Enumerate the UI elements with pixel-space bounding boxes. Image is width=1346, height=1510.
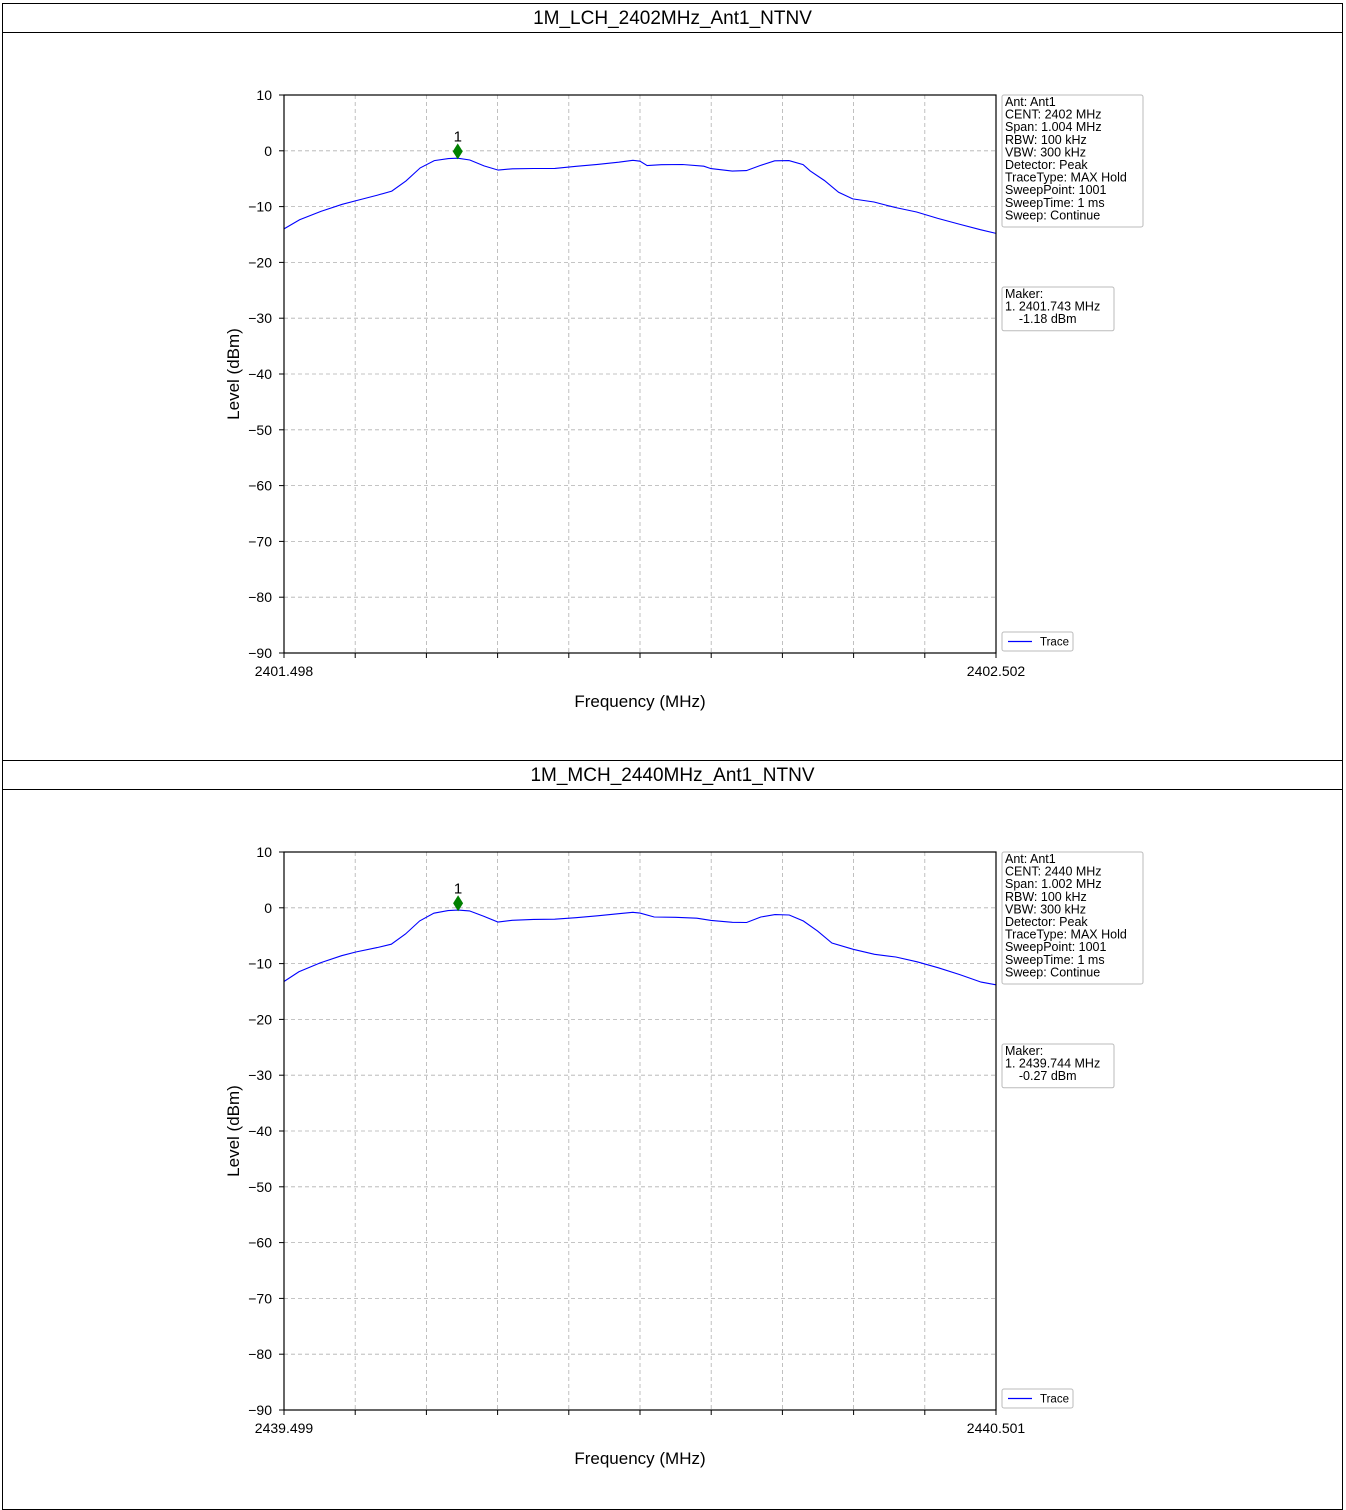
info-box-line: Span: 1.004 MHz bbox=[1005, 120, 1102, 134]
chart-title: 1M_MCH_2440MHz_Ant1_NTNV bbox=[3, 761, 1342, 790]
y-tick-label: 10 bbox=[256, 87, 272, 103]
y-tick-label: −30 bbox=[248, 1067, 272, 1083]
y-tick-label: −90 bbox=[248, 645, 272, 661]
info-box bbox=[1001, 851, 1144, 985]
y-tick-label: −20 bbox=[248, 254, 272, 270]
info-box-line: SweepPoint: 1001 bbox=[1005, 183, 1107, 197]
legend-label: Trace bbox=[1040, 637, 1069, 649]
marker-diamond bbox=[453, 895, 464, 912]
y-tick-label: −80 bbox=[248, 589, 272, 605]
info-box-line: RBW: 100 kHz bbox=[1005, 133, 1087, 147]
legend-box bbox=[1001, 631, 1074, 652]
y-tick-label: 10 bbox=[256, 844, 272, 860]
info-box-line: Span: 1.002 MHz bbox=[1005, 877, 1102, 891]
info-box-line: Sweep: Continue bbox=[1005, 208, 1100, 222]
legend-label: Trace bbox=[1040, 1394, 1069, 1406]
marker-diamond bbox=[452, 143, 463, 160]
maker-box-line: 1. 2401.743 MHz bbox=[1005, 300, 1100, 314]
y-tick-label: −70 bbox=[248, 533, 272, 549]
chart-panel-lch: 1M_LCH_2402MHz_Ant1_NTNV 10 0 −10 −20 −30 −40… bbox=[2, 3, 1343, 761]
y-tick-label: −90 bbox=[248, 1402, 272, 1418]
y-tick-label: −10 bbox=[248, 199, 272, 215]
info-box-line: VBW: 300 kHz bbox=[1005, 145, 1086, 159]
spectrum-chart-lch: 10 0 −10 −20 −30 −40 −50 −60 −70 −80 −90 2401.498 24… bbox=[224, 87, 1144, 711]
plot-frame bbox=[283, 94, 997, 654]
x-axis-label: Frequency (MHz) bbox=[574, 692, 705, 711]
x-tick-label: 2440.501 bbox=[967, 1420, 1026, 1436]
info-box-line: CENT: 2440 MHz bbox=[1005, 865, 1102, 879]
maker-box bbox=[1001, 286, 1115, 332]
maker-box bbox=[1001, 1043, 1115, 1089]
maker-box-line: -1.18 dBm bbox=[1005, 312, 1077, 326]
info-box bbox=[1001, 94, 1144, 228]
y-tick-label: −50 bbox=[248, 1179, 272, 1195]
info-box-line: TraceType: MAX Hold bbox=[1005, 171, 1127, 185]
info-box-line: Ant: Ant1 bbox=[1005, 95, 1056, 109]
y-tick-label: −60 bbox=[248, 478, 272, 494]
plot-frame bbox=[283, 851, 997, 1411]
y-tick-label: −30 bbox=[248, 310, 272, 326]
info-box-line: TraceType: MAX Hold bbox=[1005, 928, 1127, 942]
chart-panel-mch: 1M_MCH_2440MHz_Ant1_NTNV 10 0 −10 −20 −30 −40… bbox=[2, 760, 1343, 1510]
info-box-line: SweepTime: 1 ms bbox=[1005, 953, 1105, 967]
x-tick-label: 2401.498 bbox=[255, 663, 314, 679]
y-tick-label: −50 bbox=[248, 422, 272, 438]
trace-line bbox=[283, 909, 997, 986]
x-tick-label: 2402.502 bbox=[967, 663, 1026, 679]
maker-box-line: -0.27 dBm bbox=[1005, 1069, 1077, 1083]
info-box-line: Ant: Ant1 bbox=[1005, 852, 1056, 866]
y-axis-label: Level (dBm) bbox=[224, 1085, 243, 1177]
info-box-line: Detector: Peak bbox=[1005, 158, 1088, 172]
spectrum-chart-mch: 10 0 −10 −20 −30 −40 −50 −60 −70 −80 −90 2439.499 24… bbox=[224, 844, 1144, 1468]
y-tick-label: −40 bbox=[248, 366, 272, 382]
info-box-line: RBW: 100 kHz bbox=[1005, 890, 1087, 904]
maker-box-line: 1. 2439.744 MHz bbox=[1005, 1057, 1100, 1071]
y-tick-label: −60 bbox=[248, 1235, 272, 1251]
info-box-line: Sweep: Continue bbox=[1005, 965, 1100, 979]
y-tick-label: −70 bbox=[248, 1290, 272, 1306]
info-box-line: CENT: 2402 MHz bbox=[1005, 108, 1102, 122]
info-box-line: VBW: 300 kHz bbox=[1005, 902, 1086, 916]
legend-box bbox=[1001, 1388, 1074, 1409]
marker-label: 1 bbox=[454, 880, 462, 897]
y-tick-label: 0 bbox=[264, 143, 272, 159]
info-box-line: Detector: Peak bbox=[1005, 915, 1088, 929]
x-axis-label: Frequency (MHz) bbox=[574, 1449, 705, 1468]
maker-box-line: Maker: bbox=[1005, 287, 1043, 301]
x-tick-label: 2439.499 bbox=[255, 1420, 314, 1436]
trace-line bbox=[283, 157, 997, 234]
y-axis-label: Level (dBm) bbox=[224, 328, 243, 420]
info-box-line: SweepPoint: 1001 bbox=[1005, 940, 1107, 954]
marker-label: 1 bbox=[454, 128, 462, 145]
y-tick-label: −40 bbox=[248, 1123, 272, 1139]
info-box-line: SweepTime: 1 ms bbox=[1005, 196, 1105, 210]
y-tick-label: 0 bbox=[264, 900, 272, 916]
y-tick-label: −10 bbox=[248, 956, 272, 972]
y-tick-label: −80 bbox=[248, 1346, 272, 1362]
maker-box-line: Maker: bbox=[1005, 1044, 1043, 1058]
y-tick-label: −20 bbox=[248, 1011, 272, 1027]
chart-title: 1M_LCH_2402MHz_Ant1_NTNV bbox=[3, 4, 1342, 33]
